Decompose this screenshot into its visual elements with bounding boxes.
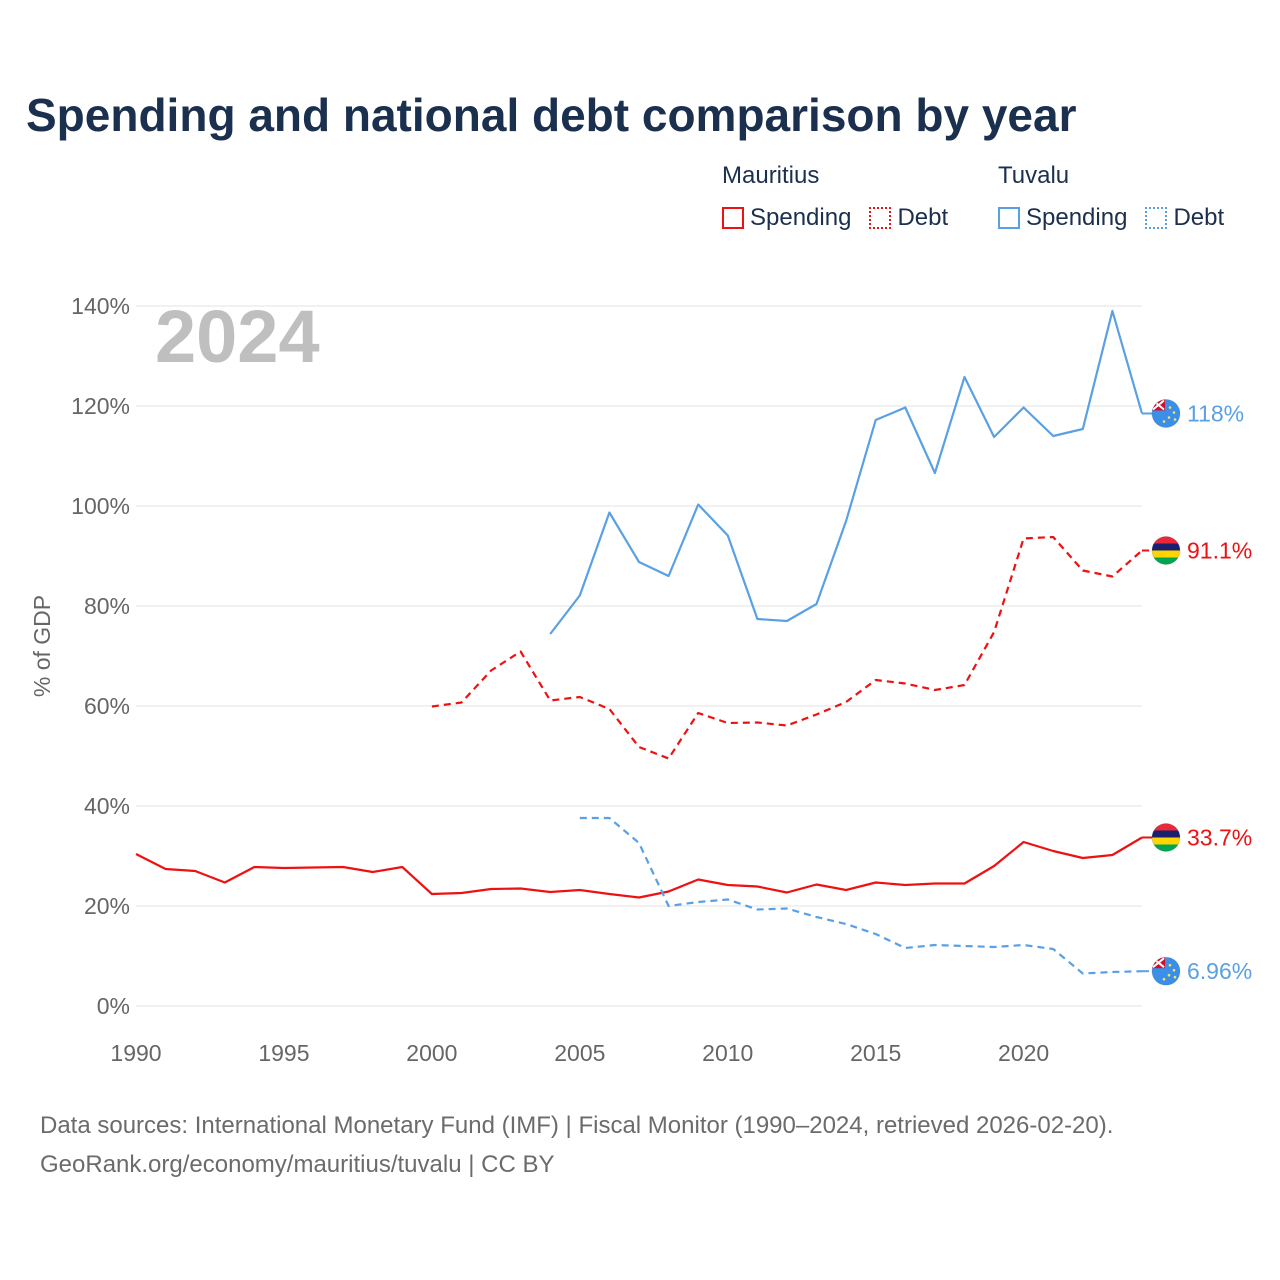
y-tick-label: 100% (71, 493, 130, 519)
legend-group-mauritius: Mauritius Spending Debt (722, 162, 966, 232)
x-tick-label: 1990 (110, 1040, 161, 1066)
x-axis-ticks: 1990 1995 2000 2005 2010 2015 2020 (110, 1040, 1049, 1066)
flag-stripe (1152, 557, 1180, 565)
legend-swatch-dotted (1145, 207, 1168, 229)
flag-star (1172, 968, 1176, 972)
x-tick-label: 2005 (554, 1040, 605, 1066)
flag-stripe (1152, 837, 1180, 845)
end-markers: 33.7% 91.1% 118% 6.96% (1142, 399, 1252, 986)
flag-border (1151, 823, 1181, 852)
legend-swatch-dotted (869, 207, 892, 229)
footer-credit: GeoRank.org/economy/mauritius/tuvalu | C… (40, 1151, 555, 1178)
y-tick-label: 20% (84, 893, 130, 919)
tuvalu-flag-icon (1151, 399, 1181, 428)
flag-border (1151, 399, 1181, 428)
legend-swatch-solid (722, 207, 744, 229)
end-value-label: 91.1% (1187, 538, 1252, 564)
legend-item-label: Debt (1173, 204, 1225, 231)
flag-stripe (1152, 550, 1180, 558)
flag-stripe (1152, 830, 1180, 838)
footer-sources: Data sources: International Monetary Fun… (40, 1112, 1114, 1139)
footer: Data sources: International Monetary Fun… (40, 1106, 1113, 1184)
end-value-label: 6.96% (1187, 958, 1252, 984)
legend-item-tuvalu-spending[interactable]: Spending (998, 204, 1127, 232)
mauritius-flag-icon (1151, 536, 1181, 565)
legend-item-tuvalu-debt[interactable]: Debt (1145, 204, 1224, 232)
series-line-mauritius-spending (135, 836, 1143, 899)
end-value-label: 118% (1187, 401, 1244, 427)
flag-star (1173, 418, 1177, 421)
chart-title: Spending and national debt comparison by… (26, 89, 1077, 141)
y-tick-label: 80% (84, 593, 130, 619)
legend-item-label: Spending (750, 204, 852, 231)
flag-star (1162, 420, 1166, 423)
flag-star (1168, 406, 1172, 409)
y-axis-ticks: 0% 20% 40% 60% 80% 100% 120% 140% (71, 293, 130, 1019)
legend-item-mauritius-debt[interactable]: Debt (869, 204, 948, 232)
x-tick-label: 2010 (702, 1040, 753, 1066)
year-watermark: 2024 (155, 295, 320, 378)
flag-star (1168, 963, 1172, 967)
y-axis-label: % of GDP (29, 595, 55, 697)
chart-svg: 2024 0% 20% 40% 60% 80% 100% 120% 140% 1990 1995… (29, 293, 1252, 1066)
y-tick-label: 140% (71, 293, 130, 319)
x-tick-label: 2020 (998, 1040, 1049, 1066)
legend-group-tuvalu: Tuvalu Spending Debt (998, 162, 1242, 232)
y-tick-label: 0% (97, 993, 130, 1019)
legend-country-label: Tuvalu (998, 162, 1070, 189)
flag-star (1167, 416, 1171, 419)
flag-stripe (1152, 536, 1180, 544)
legend-item-label: Debt (897, 204, 949, 231)
flag-stripe (1152, 823, 1180, 831)
flag-stripe (1152, 844, 1180, 852)
x-tick-label: 2000 (406, 1040, 457, 1066)
legend-item-mauritius-spending[interactable]: Spending (722, 204, 851, 232)
x-tick-label: 1995 (258, 1040, 309, 1066)
legend-country-label: Mauritius (722, 162, 820, 189)
flag-star (1173, 975, 1177, 979)
gridlines (136, 305, 1142, 1007)
flag-star (1162, 977, 1166, 981)
end-value-label: 33.7% (1187, 825, 1252, 851)
y-tick-label: 40% (84, 793, 130, 819)
y-tick-label: 60% (84, 693, 130, 719)
series-line-mauritius-debt (431, 535, 1143, 760)
flag-star (1167, 973, 1171, 977)
flag-border (1151, 956, 1181, 986)
series-lines (135, 309, 1144, 975)
y-tick-label: 120% (71, 393, 130, 419)
series-line-tuvalu-debt (579, 816, 1143, 975)
legend-item-label: Spending (1026, 204, 1128, 231)
mauritius-flag-icon (1151, 823, 1181, 852)
flag-border (1151, 536, 1181, 565)
flag-stripe (1152, 543, 1180, 551)
x-tick-label: 2015 (850, 1040, 901, 1066)
tuvalu-flag-icon (1151, 956, 1181, 986)
flag-star (1172, 411, 1176, 414)
legend-swatch-solid (998, 207, 1020, 229)
series-line-tuvalu-spending (549, 309, 1144, 635)
